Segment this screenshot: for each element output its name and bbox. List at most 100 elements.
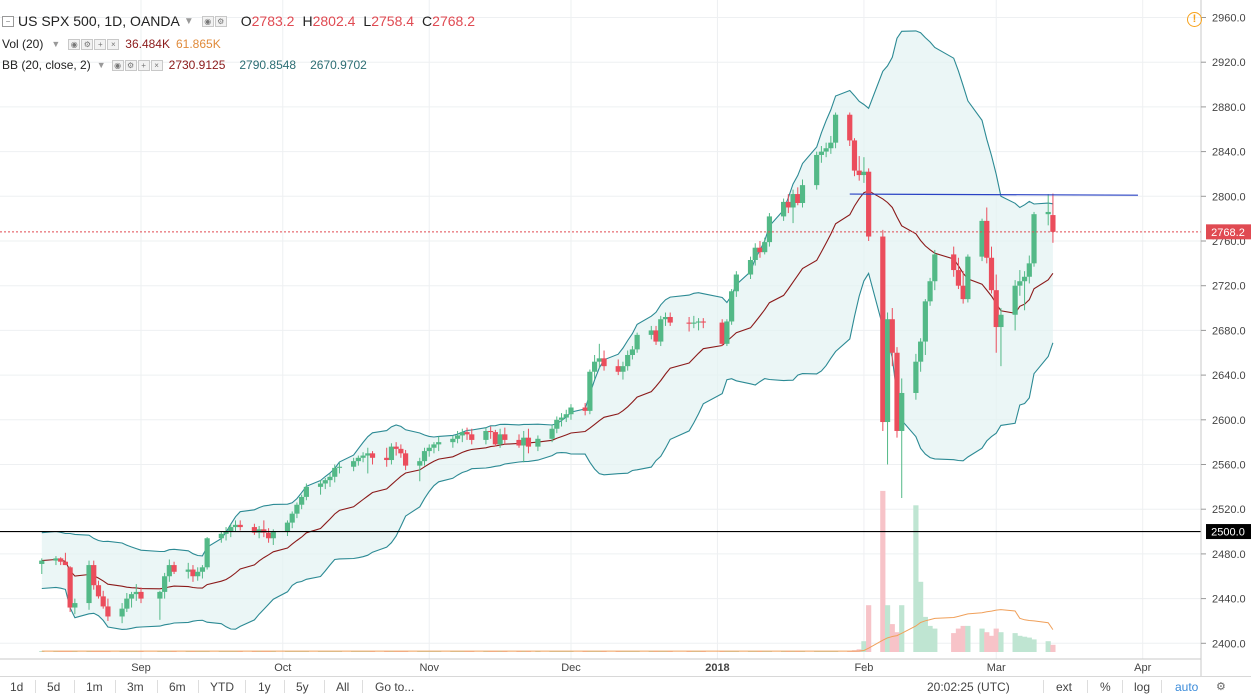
candle-body: [403, 453, 409, 466]
candle-body: [398, 448, 404, 454]
candle-body: [752, 247, 758, 260]
symbol-title[interactable]: US SPX 500, 1D, OANDA: [18, 13, 180, 29]
settings-icon[interactable]: ⚙: [124, 59, 137, 71]
time-tick-label: Mar: [987, 662, 1006, 674]
clock: 20:02:25 (UTC): [927, 680, 1010, 694]
candle-body: [133, 591, 139, 595]
volume-bar: [1021, 636, 1028, 652]
candle-body: [384, 457, 390, 461]
volume-title[interactable]: Vol (20): [2, 37, 44, 51]
candle-body: [554, 419, 560, 429]
candle-body: [790, 194, 796, 208]
close-icon[interactable]: ×: [150, 59, 163, 71]
bb-title[interactable]: BB (20, close, 2): [2, 58, 91, 72]
auto-toggle[interactable]: auto: [1175, 680, 1199, 694]
range-1y[interactable]: 1y: [258, 680, 271, 694]
candle-body: [393, 446, 399, 449]
candle-body: [634, 334, 640, 350]
volume-bar: [932, 628, 938, 652]
range-3m[interactable]: 3m: [127, 680, 144, 694]
time-tick-label: Nov: [419, 662, 439, 674]
candle-body: [913, 361, 919, 393]
more-icon[interactable]: +: [94, 38, 107, 50]
volume-bar: [918, 581, 924, 652]
range-all[interactable]: All: [336, 680, 350, 694]
range-5y[interactable]: 5y: [296, 680, 309, 694]
bb-upper-value: 2790.8548: [239, 58, 297, 72]
volume-bar: [899, 605, 905, 652]
candle-body: [799, 185, 806, 204]
range-6m[interactable]: 6m: [169, 680, 186, 694]
bb-basis-value: 2730.9125: [168, 58, 226, 72]
candle-body: [847, 114, 853, 141]
log-toggle[interactable]: log: [1134, 680, 1151, 694]
candle-body: [450, 438, 456, 443]
chevron-down-icon[interactable]: ▼: [51, 39, 61, 49]
candle-body: [549, 428, 555, 439]
volume-bar: [1045, 641, 1051, 652]
range-1m[interactable]: 1m: [86, 680, 103, 694]
volume-ma-value: 61.865K: [176, 37, 221, 51]
candle-body: [232, 524, 239, 528]
candle-body: [1012, 285, 1018, 315]
volume-bar: [880, 490, 886, 652]
eye-icon[interactable]: ◉: [201, 15, 214, 27]
time-axis[interactable]: Sep Oct Nov Dec 2018 Feb Mar Apr: [131, 662, 1151, 674]
close-icon[interactable]: ×: [107, 38, 120, 50]
candle-body: [488, 430, 494, 433]
candle-body: [695, 321, 702, 323]
range-ytd[interactable]: YTD: [210, 680, 234, 694]
candle-body: [204, 538, 210, 568]
candle-body: [336, 466, 343, 468]
candle-body: [979, 220, 985, 257]
candle-body: [927, 281, 933, 302]
candle-body: [861, 171, 867, 176]
alert-icon[interactable]: !: [1187, 12, 1202, 27]
candle-body: [662, 316, 669, 320]
candle-body: [454, 435, 461, 439]
close-value: 2768.2: [432, 13, 475, 29]
bb-lower-value: 2670.9702: [310, 58, 367, 72]
candle-body: [899, 392, 905, 431]
settings-icon[interactable]: ⚙: [214, 15, 227, 27]
candle-body: [369, 453, 376, 458]
last-price-tag: 2768.2: [1206, 224, 1251, 240]
settings-icon[interactable]: ⚙: [81, 38, 94, 50]
candle-body: [223, 531, 229, 534]
candle-body: [138, 591, 144, 599]
more-icon[interactable]: +: [137, 59, 150, 71]
volume-bar: [894, 632, 900, 652]
candle-body: [525, 437, 532, 447]
price-axis[interactable]: 2960.02920.02880.02840.02800.02760.02720…: [1201, 13, 1246, 651]
range-1d[interactable]: 1d: [10, 680, 24, 694]
candle-body: [105, 606, 111, 617]
eye-icon[interactable]: ◉: [111, 59, 124, 71]
chevron-down-icon[interactable]: ▼: [183, 15, 194, 27]
candle-body: [299, 496, 305, 505]
goto-button[interactable]: Go to...: [375, 680, 415, 694]
candle-body: [922, 301, 928, 342]
candle-body: [762, 242, 768, 253]
candle-body: [984, 220, 990, 258]
range-5d[interactable]: 5d: [47, 680, 61, 694]
candle-body: [1026, 263, 1032, 277]
candle-body: [365, 453, 371, 456]
eye-icon[interactable]: ◉: [68, 38, 81, 50]
candle-body: [483, 430, 489, 440]
collapse-icon[interactable]: −: [2, 15, 14, 27]
settings-icon[interactable]: ⚙: [1216, 681, 1226, 693]
trend-line[interactable]: [849, 193, 1138, 196]
open-value: 2783.2: [251, 13, 295, 29]
percent-toggle[interactable]: %: [1100, 680, 1111, 694]
candle-body: [492, 432, 498, 445]
volume-bar: [988, 635, 995, 652]
ext-toggle[interactable]: ext: [1056, 680, 1073, 694]
candle-body: [502, 434, 508, 440]
candle-body: [91, 565, 97, 586]
chevron-down-icon[interactable]: ▼: [96, 60, 106, 70]
candle-body: [157, 591, 163, 599]
candle-body: [785, 201, 791, 208]
candle-body: [563, 414, 569, 418]
